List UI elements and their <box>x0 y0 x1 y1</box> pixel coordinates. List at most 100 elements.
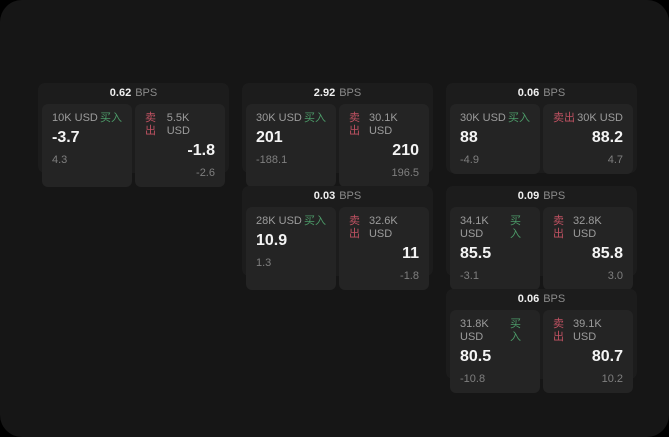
sell-amount: 30K USD <box>577 112 623 124</box>
sell-panel-top: 卖出 39.1K USD <box>553 318 623 344</box>
bps-unit-label: BPS <box>543 190 566 202</box>
buy-price: 80.5 <box>460 348 492 365</box>
sell-delta: 4.7 <box>607 154 623 166</box>
buy-price: 85.5 <box>460 245 492 262</box>
sell-amount: 5.5K USD <box>166 112 190 137</box>
sell-label: 卖出 <box>145 112 156 137</box>
buy-panel-top: 30K USD 买入 <box>460 112 530 125</box>
bps-header: 0.62 BPS <box>42 83 225 104</box>
bps-value: 0.09 <box>517 190 540 202</box>
quote-panels: 30K USD 买入 88 -4.9 卖出 30K USD 88.2 4.7 <box>450 104 633 174</box>
buy-delta: -10.8 <box>460 373 486 385</box>
sell-label: 卖出 <box>349 215 360 240</box>
buy-price: 201 <box>256 129 283 146</box>
bps-unit-label: BPS <box>543 293 566 305</box>
sell-panel[interactable]: 卖出 30.1K USD 210 196.5 <box>339 104 429 187</box>
buy-panel-top: 30K USD 买入 <box>256 112 326 125</box>
buy-amount: 10K USD <box>52 112 98 124</box>
bps-header: 0.03 BPS <box>246 186 429 207</box>
sell-delta: 10.2 <box>601 373 623 385</box>
sell-price: -1.8 <box>187 142 215 159</box>
buy-price: 10.9 <box>256 232 288 249</box>
sell-price: 80.7 <box>591 348 623 365</box>
sell-price: 85.8 <box>591 245 623 262</box>
buy-panel-top: 31.8K USD 买入 <box>460 318 530 344</box>
sell-amount: 32.8K USD <box>572 215 602 240</box>
sell-label: 卖出 <box>553 215 564 240</box>
bps-header: 0.09 BPS <box>450 186 633 207</box>
bps-unit-label: BPS <box>339 87 362 99</box>
buy-label: 买入 <box>304 215 326 227</box>
buy-label: 买入 <box>508 112 530 124</box>
buy-label: 买入 <box>304 112 326 124</box>
sell-panel[interactable]: 卖出 39.1K USD 80.7 10.2 <box>543 310 633 393</box>
sell-label: 卖出 <box>553 112 575 124</box>
quote-panels: 30K USD 买入 201 -188.1 卖出 30.1K USD 210 1… <box>246 104 429 187</box>
buy-amount: 31.8K USD <box>460 318 489 343</box>
bps-unit-label: BPS <box>339 190 362 202</box>
sell-panel[interactable]: 卖出 5.5K USD -1.8 -2.6 <box>135 104 225 187</box>
sell-price: 210 <box>392 142 419 159</box>
buy-panel[interactable]: 34.1K USD 买入 85.5 -3.1 <box>450 207 540 290</box>
quote-panels: 10K USD 买入 -3.7 4.3 卖出 5.5K USD -1.8 -2.… <box>42 104 225 187</box>
cards-grid: 0.62 BPS 10K USD 买入 -3.7 4.3 卖出 5.5K USD… <box>38 83 637 393</box>
buy-price: -3.7 <box>52 129 80 146</box>
buy-label: 买入 <box>510 215 522 240</box>
buy-amount: 28K USD <box>256 215 302 227</box>
sell-panel-top: 卖出 30.1K USD <box>349 112 419 138</box>
sell-panel-top: 卖出 32.8K USD <box>553 215 623 241</box>
buy-amount: 34.1K USD <box>460 215 489 240</box>
quote-card: 0.09 BPS 34.1K USD 买入 85.5 -3.1 卖出 32.8K… <box>446 186 637 290</box>
sell-panel-top: 卖出 5.5K USD <box>145 112 215 138</box>
sell-delta: -2.6 <box>196 167 215 179</box>
sell-delta: -1.8 <box>400 270 419 282</box>
bps-value: 0.62 <box>109 87 132 99</box>
sell-panel[interactable]: 卖出 32.8K USD 85.8 3.0 <box>543 207 633 290</box>
quote-card: 0.06 BPS 30K USD 买入 88 -4.9 卖出 30K USD 8… <box>446 83 637 174</box>
sell-label: 卖出 <box>349 112 360 137</box>
buy-panel[interactable]: 10K USD 买入 -3.7 4.3 <box>42 104 132 187</box>
sell-amount: 30.1K USD <box>368 112 398 137</box>
quote-card: 0.06 BPS 31.8K USD 买入 80.5 -10.8 卖出 39.1… <box>446 289 637 393</box>
sell-price: 88.2 <box>591 129 623 146</box>
buy-delta: 4.3 <box>52 154 68 166</box>
quote-panels: 34.1K USD 买入 85.5 -3.1 卖出 32.8K USD 85.8… <box>450 207 633 290</box>
buy-label: 买入 <box>510 318 522 343</box>
sell-panel-top: 卖出 30K USD <box>553 112 623 125</box>
buy-delta: 1.3 <box>256 257 272 269</box>
sell-delta: 3.0 <box>607 270 623 282</box>
quote-card: 0.03 BPS 28K USD 买入 10.9 1.3 卖出 32.6K US… <box>242 186 433 290</box>
buy-panel[interactable]: 30K USD 买入 201 -188.1 <box>246 104 336 187</box>
sell-label: 卖出 <box>553 318 564 343</box>
buy-label: 买入 <box>100 112 122 124</box>
quote-panels: 28K USD 买入 10.9 1.3 卖出 32.6K USD 11 -1.8 <box>246 207 429 290</box>
sell-amount: 39.1K USD <box>572 318 602 343</box>
quote-card: 2.92 BPS 30K USD 买入 201 -188.1 卖出 30.1K … <box>242 83 433 187</box>
buy-panel[interactable]: 30K USD 买入 88 -4.9 <box>450 104 540 174</box>
sell-panel-top: 卖出 32.6K USD <box>349 215 419 241</box>
buy-amount: 30K USD <box>256 112 302 124</box>
quote-card: 0.62 BPS 10K USD 买入 -3.7 4.3 卖出 5.5K USD… <box>38 83 229 187</box>
sell-panel[interactable]: 卖出 32.6K USD 11 -1.8 <box>339 207 429 290</box>
sell-amount: 32.6K USD <box>368 215 398 240</box>
buy-panel-top: 28K USD 买入 <box>256 215 326 228</box>
buy-delta: -4.9 <box>460 154 479 166</box>
buy-amount: 30K USD <box>460 112 506 124</box>
buy-panel[interactable]: 31.8K USD 买入 80.5 -10.8 <box>450 310 540 393</box>
buy-panel-top: 10K USD 买入 <box>52 112 122 125</box>
bps-value: 2.92 <box>313 87 336 99</box>
buy-price: 88 <box>460 129 478 146</box>
buy-panel-top: 34.1K USD 买入 <box>460 215 530 241</box>
bps-unit-label: BPS <box>543 87 566 99</box>
bps-header: 0.06 BPS <box>450 289 633 310</box>
buy-panel[interactable]: 28K USD 买入 10.9 1.3 <box>246 207 336 290</box>
buy-delta: -3.1 <box>460 270 479 282</box>
quote-panels: 31.8K USD 买入 80.5 -10.8 卖出 39.1K USD 80.… <box>450 310 633 393</box>
bps-value: 0.06 <box>517 87 540 99</box>
sell-panel[interactable]: 卖出 30K USD 88.2 4.7 <box>543 104 633 174</box>
buy-delta: -188.1 <box>256 154 288 166</box>
bps-value: 0.06 <box>517 293 540 305</box>
bps-header: 2.92 BPS <box>246 83 429 104</box>
bps-value: 0.03 <box>313 190 336 202</box>
